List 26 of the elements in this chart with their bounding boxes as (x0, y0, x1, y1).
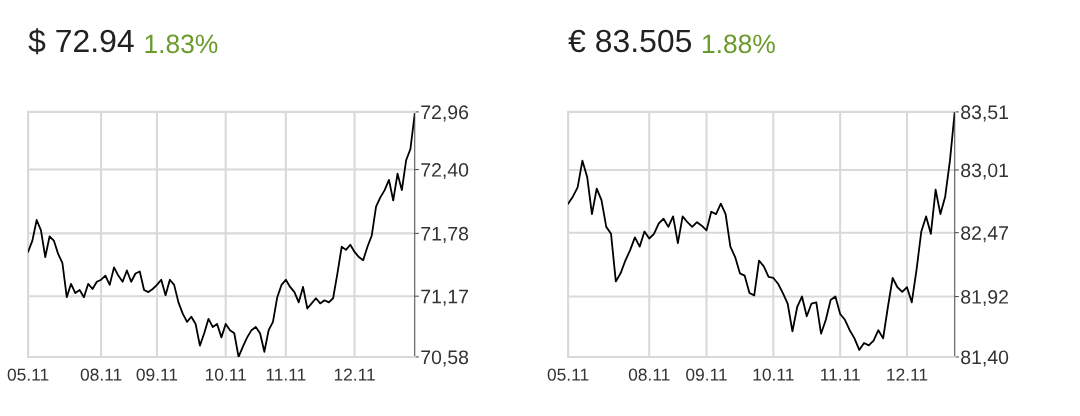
y-tick-label: 82,47 (961, 226, 1008, 243)
chart-title: $ 72.94 (28, 28, 134, 55)
x-tick-label: 09.11 (686, 368, 727, 381)
x-tick-label: 12.11 (887, 368, 928, 381)
chart-subtitle: 1.83% (145, 34, 218, 54)
y-tick-label: 72,96 (421, 105, 469, 122)
x-tick-label: 05.11 (547, 368, 589, 381)
y-tick-label: 71,17 (421, 289, 468, 306)
x-tick-label: 09.11 (136, 368, 178, 381)
x-tick-label: 08.11 (80, 368, 122, 381)
x-tick-label: 08.11 (628, 368, 670, 381)
y-tick-label: 83,51 (961, 105, 1008, 122)
x-tick-label: 11.11 (266, 368, 306, 381)
chart-title: € 83.505 (568, 29, 692, 53)
x-tick-label: 05.11 (7, 368, 49, 381)
y-tick-label: 72,40 (421, 163, 469, 180)
x-tick-label: 12.11 (334, 368, 375, 381)
y-tick-label: 81,40 (961, 350, 1009, 367)
x-tick-label: 11.11 (821, 368, 860, 381)
x-tick-label: 10.11 (205, 368, 246, 381)
y-tick-label: 71,78 (421, 226, 469, 243)
x-tick-label: 10.11 (753, 368, 794, 381)
chart-subtitle: 1.88% (702, 34, 775, 54)
y-tick-label: 70,58 (421, 350, 469, 367)
y-tick-label: 83,01 (961, 163, 1008, 180)
y-tick-label: 81,92 (961, 290, 1008, 307)
